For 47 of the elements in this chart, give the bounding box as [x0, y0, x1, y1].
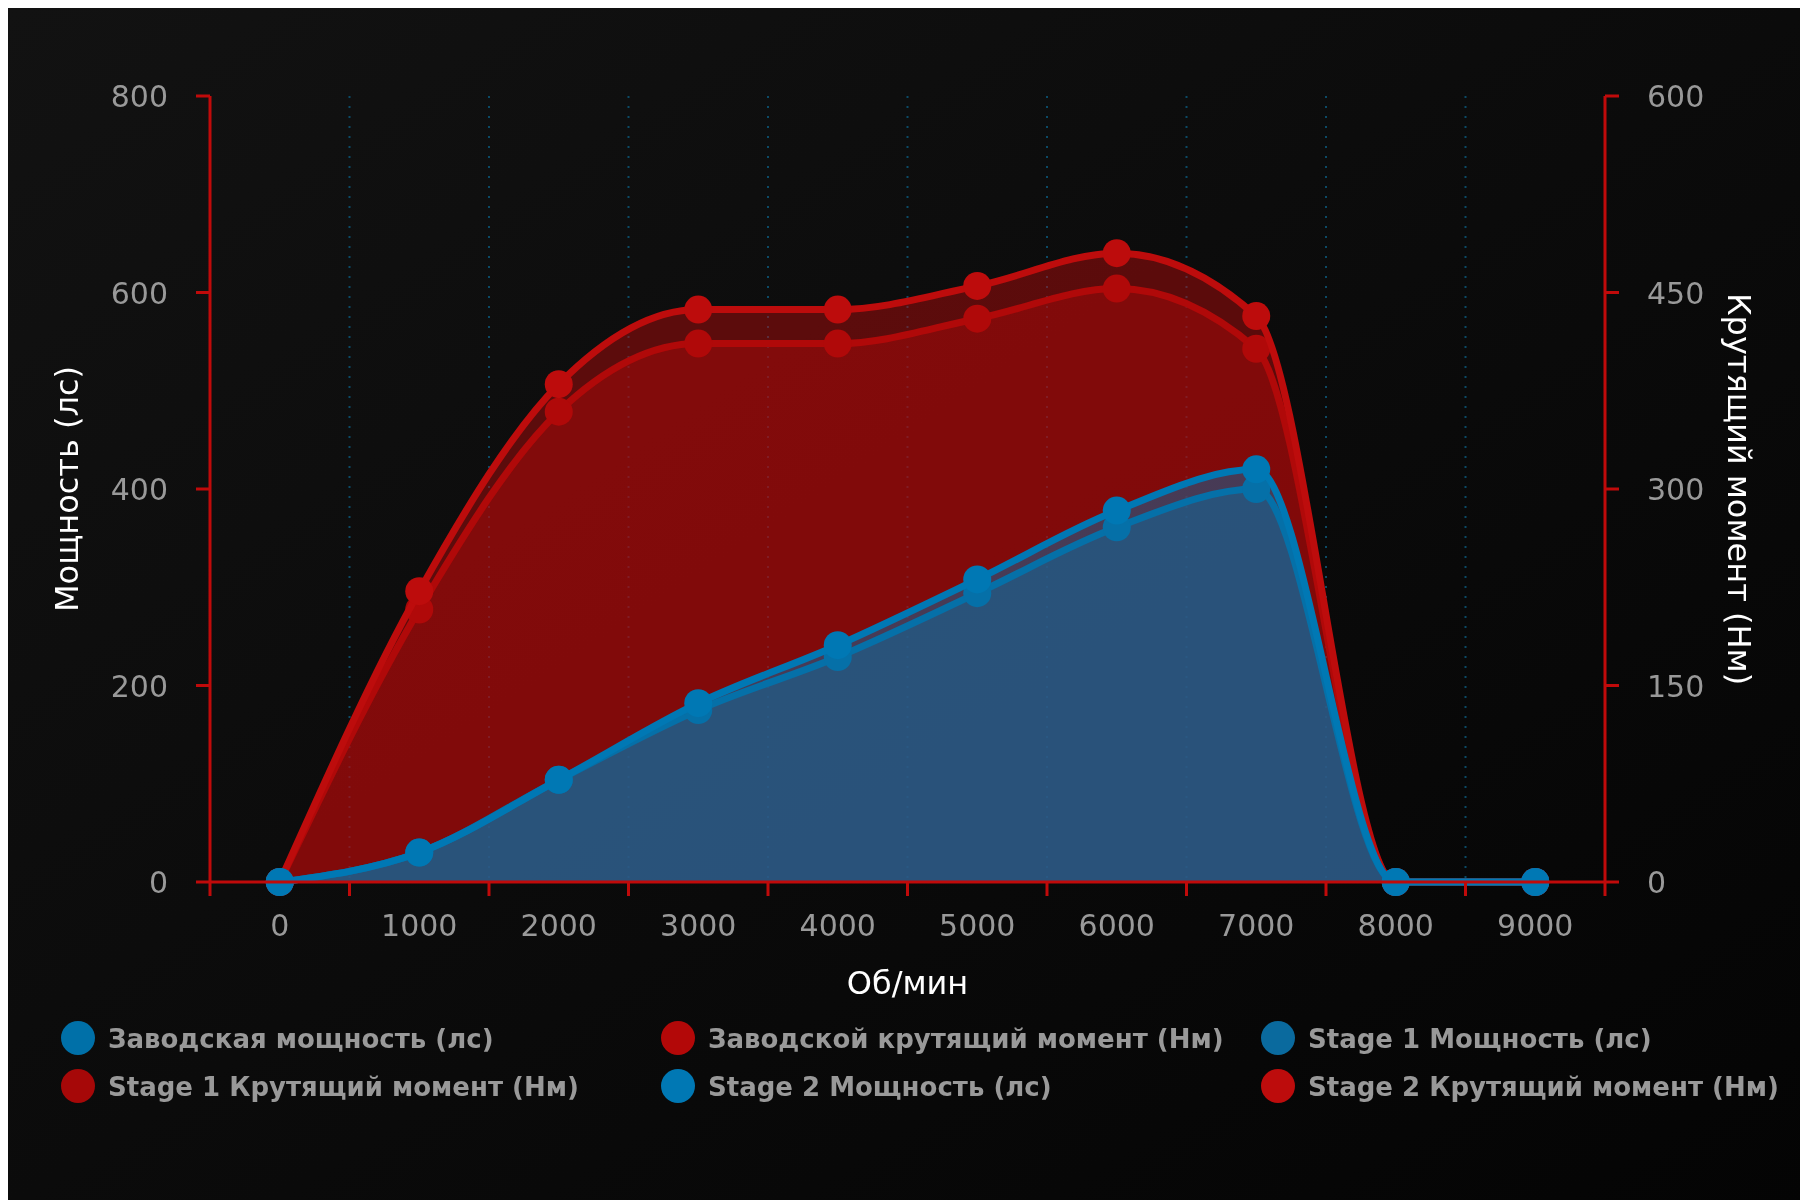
- point: [823, 329, 852, 358]
- y2-tick-label: 0: [1647, 865, 1667, 900]
- y-tick-label: 200: [110, 668, 168, 704]
- x-tick-label: 2000: [520, 908, 597, 943]
- x-tick-label: 5000: [939, 908, 1016, 943]
- point: [684, 329, 713, 358]
- x-tick-label: 1000: [381, 908, 458, 943]
- y-tick-label: 600: [110, 275, 168, 311]
- x-tick-label: 0: [270, 908, 290, 943]
- y2-tick-label: 450: [1647, 275, 1705, 311]
- legend-label: Stage 1 Мощность (лс): [1308, 1024, 1652, 1054]
- point: [963, 304, 992, 333]
- legend-label: Stage 1 Крутящий момент (Нм): [108, 1072, 579, 1102]
- y-tick-label: 400: [110, 472, 168, 507]
- legend-label: Заводская мощность (лс): [108, 1024, 494, 1054]
- x-tick-label: 6000: [1078, 908, 1155, 943]
- legend-label: Stage 2 Мощность (лс): [708, 1072, 1052, 1102]
- y-axis-title: Мощность (лс): [48, 365, 86, 613]
- y2-tick-label: 150: [1647, 668, 1705, 704]
- point: [1242, 334, 1271, 363]
- x-tick-label: 7000: [1218, 908, 1295, 943]
- point: [544, 370, 573, 399]
- legend-label: Stage 2 Крутящий момент (Нм): [1308, 1072, 1779, 1102]
- x-tick-label: 3000: [660, 908, 737, 943]
- point: [823, 295, 852, 324]
- point: [963, 565, 992, 594]
- point: [405, 577, 434, 606]
- y-tick-label: 0: [148, 865, 168, 900]
- legend-label: Заводской крутящий момент (Нм): [708, 1024, 1224, 1054]
- x-tick-label: 4000: [799, 908, 876, 943]
- y2-tick-label: 300: [1647, 472, 1705, 507]
- point: [544, 397, 573, 426]
- point: [1102, 496, 1131, 525]
- x-tick-label: 9000: [1497, 908, 1574, 943]
- x-tick-label: 8000: [1357, 908, 1434, 943]
- point: [1242, 302, 1271, 331]
- point: [684, 689, 713, 718]
- y2-tick-label: 600: [1647, 79, 1705, 114]
- point: [823, 631, 852, 660]
- point: [1102, 239, 1131, 268]
- point: [1242, 455, 1271, 484]
- point: [684, 295, 713, 324]
- y-tick-label: 800: [110, 79, 168, 114]
- x-axis-title: Об/мин: [846, 964, 969, 1002]
- point: [963, 271, 992, 300]
- y2-axis-title: Крутящий момент (Нм): [1720, 292, 1758, 686]
- point: [1102, 274, 1131, 303]
